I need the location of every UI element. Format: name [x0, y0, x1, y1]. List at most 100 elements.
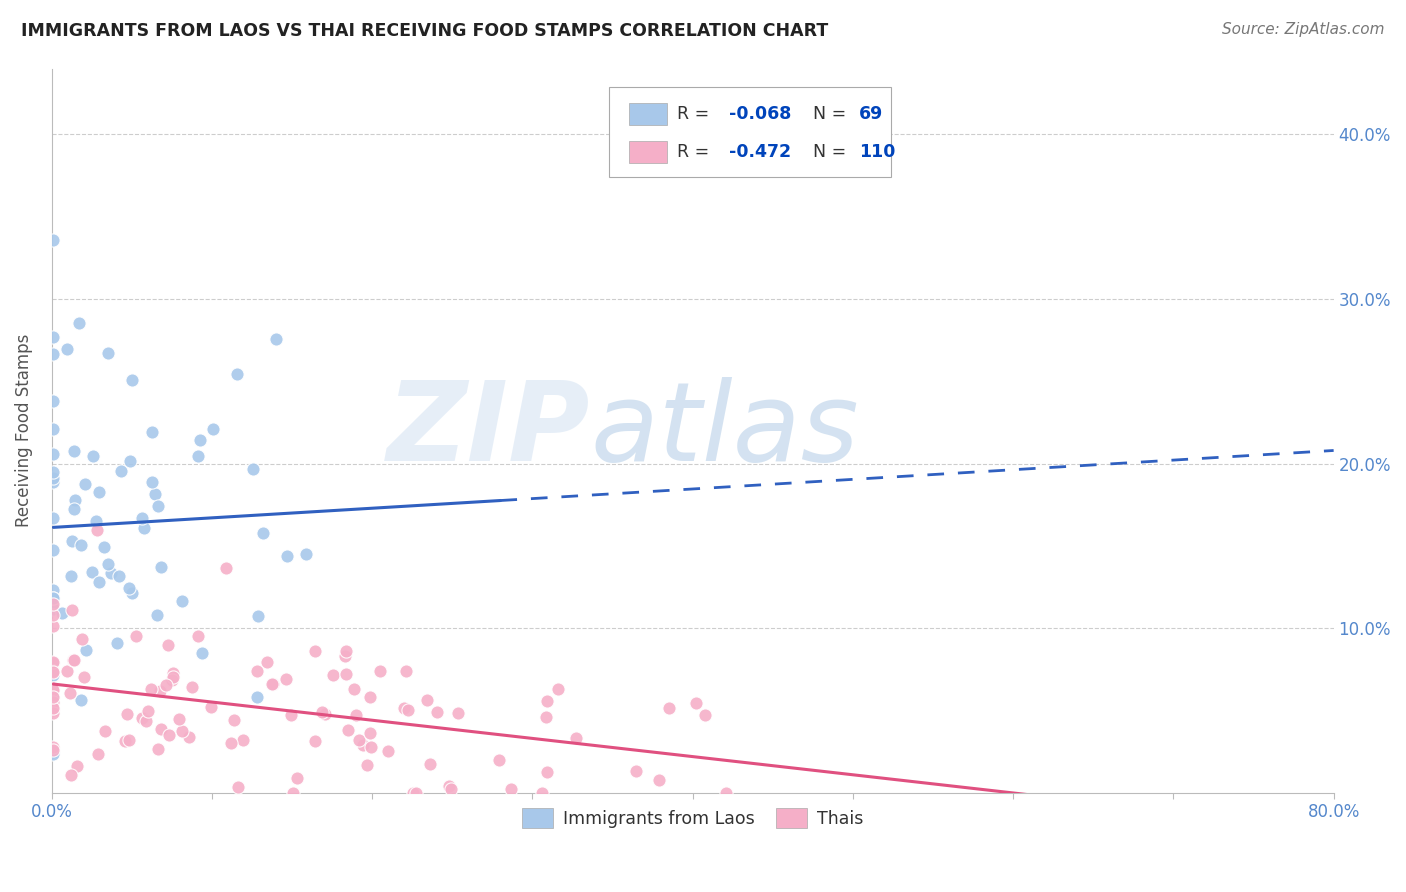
Point — [42, 706, 65, 720]
Point — [232, 733, 254, 747]
Point — [125, 630, 148, 644]
Point — [82, 449, 104, 463]
Point — [534, 710, 557, 724]
Point — [60, 569, 83, 583]
Point — [488, 753, 510, 767]
Point — [335, 667, 357, 681]
Point — [150, 722, 173, 736]
Point — [146, 499, 169, 513]
Point — [42, 656, 65, 670]
Point — [356, 758, 378, 772]
Point — [42, 690, 65, 704]
Point — [162, 666, 184, 681]
Point — [658, 700, 681, 714]
Text: atlas: atlas — [591, 377, 859, 484]
Point — [501, 782, 523, 797]
Point — [693, 708, 716, 723]
Point — [42, 471, 65, 485]
Point — [392, 701, 415, 715]
Point — [93, 540, 115, 554]
Point — [60, 534, 83, 549]
Point — [42, 667, 65, 681]
Point — [167, 713, 190, 727]
Point — [170, 594, 193, 608]
Point — [87, 574, 110, 589]
Point — [304, 644, 326, 658]
Point — [564, 731, 586, 745]
Point — [42, 703, 65, 717]
Point — [84, 514, 107, 528]
Point — [536, 694, 558, 708]
Point — [42, 664, 65, 678]
Point — [395, 664, 418, 678]
Point — [42, 394, 65, 409]
Point — [359, 690, 381, 704]
Text: 110: 110 — [859, 143, 896, 161]
Point — [396, 703, 419, 717]
Point — [179, 731, 201, 745]
Text: R =: R = — [678, 105, 716, 123]
Point — [274, 672, 297, 686]
Point — [311, 705, 333, 719]
Point — [360, 740, 382, 755]
Point — [626, 764, 648, 778]
Point — [359, 726, 381, 740]
Point — [75, 642, 97, 657]
Point — [314, 707, 336, 722]
Point — [262, 677, 284, 691]
Point — [222, 713, 245, 727]
Point — [107, 568, 129, 582]
Point — [42, 591, 65, 605]
Text: R =: R = — [678, 143, 716, 161]
Point — [405, 786, 427, 800]
Point — [80, 565, 103, 579]
Point — [42, 655, 65, 669]
Point — [115, 707, 138, 722]
Point — [51, 606, 73, 620]
Point — [63, 653, 86, 667]
Point — [42, 542, 65, 557]
Point — [337, 723, 360, 737]
Point — [201, 422, 224, 436]
Point — [42, 665, 65, 679]
Text: N =: N = — [801, 105, 852, 123]
Point — [225, 368, 247, 382]
Point — [42, 747, 65, 761]
Point — [42, 656, 65, 670]
Point — [143, 487, 166, 501]
Point — [149, 684, 172, 698]
Point — [343, 682, 366, 697]
Point — [42, 475, 65, 490]
Point — [97, 345, 120, 359]
Point — [118, 733, 141, 747]
Point — [377, 744, 399, 758]
Point — [426, 705, 449, 719]
Point — [42, 696, 65, 710]
Point — [72, 632, 94, 646]
FancyBboxPatch shape — [609, 87, 891, 178]
Point — [131, 511, 153, 525]
Point — [62, 653, 84, 667]
Point — [186, 449, 208, 463]
Point — [648, 773, 671, 788]
Point — [246, 609, 269, 624]
Point — [440, 782, 463, 797]
Point — [93, 723, 115, 738]
Point — [215, 561, 238, 575]
Point — [69, 537, 91, 551]
Point — [146, 742, 169, 756]
Point — [131, 710, 153, 724]
Point — [59, 686, 82, 700]
Point — [42, 591, 65, 605]
Point — [105, 636, 128, 650]
Point — [42, 511, 65, 525]
Point — [149, 559, 172, 574]
Point — [42, 745, 65, 759]
Point — [70, 693, 93, 707]
Point — [73, 670, 96, 684]
Point — [120, 454, 142, 468]
Point — [191, 646, 214, 660]
Point — [42, 601, 65, 615]
Point — [155, 678, 177, 692]
Point — [42, 465, 65, 479]
